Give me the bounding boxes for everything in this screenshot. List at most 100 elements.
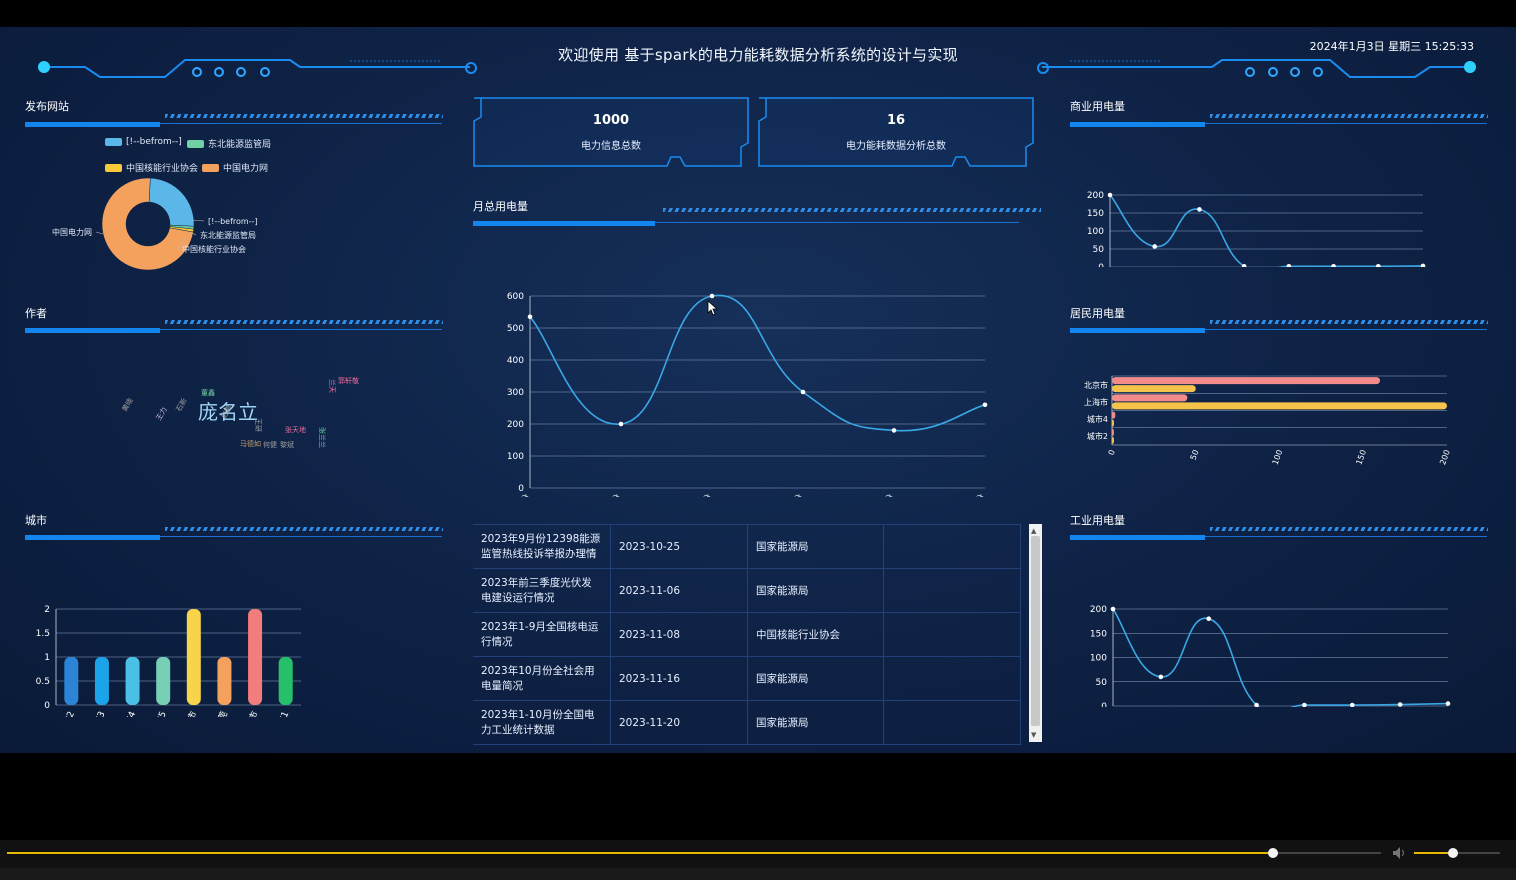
- pie-slice-label: 中国电力网: [52, 227, 92, 237]
- panel-title-site: 发布网站: [25, 100, 69, 113]
- panel-title-city: 城市: [25, 514, 47, 527]
- word-cloud-word: 董鑫: [201, 388, 215, 397]
- scroll-up-icon[interactable]: ▲: [1031, 527, 1037, 535]
- panel-stripes: [165, 527, 443, 531]
- x-tick-label: 0: [1107, 449, 1117, 457]
- panel-underline: [25, 122, 160, 127]
- taskbar-strip: [0, 868, 1516, 880]
- legend-label: 东北能源监管局: [208, 140, 272, 150]
- stat-card-frame: [473, 97, 749, 167]
- y-tick-label: 500: [507, 324, 524, 334]
- table-row[interactable]: 2023年10月份全社会用电量简况 2023-11-16 国家能源局: [473, 657, 1021, 701]
- pie-slice: [148, 177, 195, 227]
- word-cloud-word: 郭轩敬: [338, 376, 359, 385]
- line-point: [1397, 702, 1403, 707]
- x-tick-label: 六月份: [874, 492, 896, 497]
- dashboard-screen: 欢迎使用 基于spark的电力能耗数据分析系统的设计与实现 2024年1月3日 …: [0, 27, 1516, 753]
- news-source-cell: 国家能源局: [748, 569, 884, 613]
- news-empty-cell: [884, 613, 1021, 657]
- legend-label: 中国核能行业协会: [126, 164, 199, 174]
- news-title-cell: 2023年9月份12398能源监管热线投诉举报办理情: [473, 525, 611, 569]
- bar: [248, 609, 263, 705]
- bar: [1112, 411, 1116, 419]
- y-tick-label: 上海市: [1084, 397, 1108, 407]
- panel-underline-thin: [1205, 329, 1487, 330]
- pie-label-line: [95, 231, 104, 235]
- volume-icon[interactable]: [1392, 846, 1408, 860]
- y-tick-label: 1: [44, 653, 50, 663]
- line-point: [800, 389, 806, 395]
- news-source-cell: 国家能源局: [748, 525, 884, 569]
- scroll-down-icon[interactable]: ▼: [1031, 731, 1037, 739]
- bar: [156, 657, 171, 705]
- panel-title-monthly: 月总用电量: [473, 200, 528, 213]
- x-tick-label: 城市3: [87, 709, 108, 717]
- news-empty-cell: [884, 701, 1021, 745]
- line-point: [1206, 616, 1212, 621]
- panel-title-industrial: 工业用电量: [1070, 514, 1125, 527]
- bar: [278, 657, 293, 705]
- y-tick-label: 400: [507, 356, 524, 366]
- x-tick-label: 城市4: [117, 709, 138, 717]
- news-empty-cell: [884, 525, 1021, 569]
- volume-track[interactable]: [1452, 852, 1500, 854]
- y-tick-label: 0: [44, 701, 50, 711]
- pie-slice-label: [!--befrom--]: [208, 217, 258, 226]
- line-point: [1420, 263, 1426, 267]
- line-point: [891, 428, 897, 433]
- legend-item[interactable]: 中国电力网: [202, 161, 268, 174]
- x-tick-label: 50: [1189, 449, 1201, 462]
- panel-stripes: [165, 114, 443, 118]
- x-tick-label: 二月份: [692, 492, 714, 497]
- line-point: [1286, 263, 1292, 267]
- line-point: [709, 293, 715, 299]
- table-row[interactable]: 2023年9月份12398能源监管热线投诉举报办理情 2023-10-25 国家能源…: [473, 525, 1021, 569]
- news-title-cell: 2023年前三季度光伏发电建设运行情况: [473, 569, 611, 613]
- table-row[interactable]: 2023年1-9月全国核电运行情况 2023-11-08 中国核能行业协会: [473, 613, 1021, 657]
- progress-handle[interactable]: [1268, 848, 1278, 858]
- y-tick-label: 150: [1090, 629, 1107, 639]
- table-row[interactable]: 2023年1-10月份全国电力工业统计数据 2023-11-20 国家能源局: [473, 701, 1021, 745]
- legend-item[interactable]: 东北能源监管局: [187, 137, 271, 150]
- legend-item[interactable]: [!--befrom--]: [105, 137, 182, 147]
- line-point: [1197, 207, 1202, 212]
- panel-stripes: [165, 320, 443, 324]
- volume-handle[interactable]: [1448, 848, 1458, 858]
- line-point: [1241, 263, 1247, 267]
- pie-label-line: [189, 231, 197, 236]
- x-tick-label: 五月份: [783, 492, 805, 497]
- table-row[interactable]: 2023年前三季度光伏发电建设运行情况 2023-11-06 国家能源局: [473, 569, 1021, 613]
- industrial-line-chart: 050100150200上海市东莞北京市城市1城市2城市3城市4城市5: [1090, 605, 1451, 707]
- news-source-cell: 国家能源局: [748, 701, 884, 745]
- news-empty-cell: [884, 657, 1021, 701]
- panel-title-residential: 居民用电量: [1070, 307, 1125, 320]
- legend-label: 中国电力网: [223, 164, 269, 174]
- line-point: [527, 314, 533, 320]
- volume-level[interactable]: [1414, 852, 1452, 854]
- table-scrollbar[interactable]: ▲ ▼: [1029, 524, 1042, 742]
- pie-slice: [101, 177, 194, 271]
- bar: [1112, 428, 1114, 436]
- y-tick-label: 城市2: [1087, 431, 1108, 441]
- bar: [1112, 394, 1188, 402]
- scrollbar-thumb[interactable]: [1031, 536, 1040, 726]
- bar: [125, 657, 140, 705]
- x-tick-label: 200: [1438, 449, 1452, 466]
- legend-item[interactable]: 中国核能行业协会: [105, 161, 198, 174]
- word-cloud-word: 张兰兰: [318, 427, 327, 448]
- bar: [186, 609, 201, 705]
- panel-underline: [1070, 122, 1205, 127]
- news-source-cell: 中国核能行业协会: [748, 613, 884, 657]
- pie-slice-label: 中国核能行业协会: [182, 244, 246, 254]
- y-tick-label: 100: [507, 452, 524, 462]
- progress-remaining[interactable]: [1273, 852, 1381, 854]
- y-tick-label: 50: [1093, 245, 1105, 255]
- mouse-cursor-icon: [707, 300, 719, 316]
- stat-card-frame: [758, 97, 1034, 167]
- y-tick-label: 100: [1087, 227, 1104, 237]
- line-point: [1254, 702, 1259, 707]
- monthly-line-chart: 0100200300400500600一月份三月份二月份五月份六月份四月份: [507, 292, 988, 497]
- progress-played[interactable]: [7, 852, 1273, 854]
- y-tick-label: 2: [44, 605, 50, 615]
